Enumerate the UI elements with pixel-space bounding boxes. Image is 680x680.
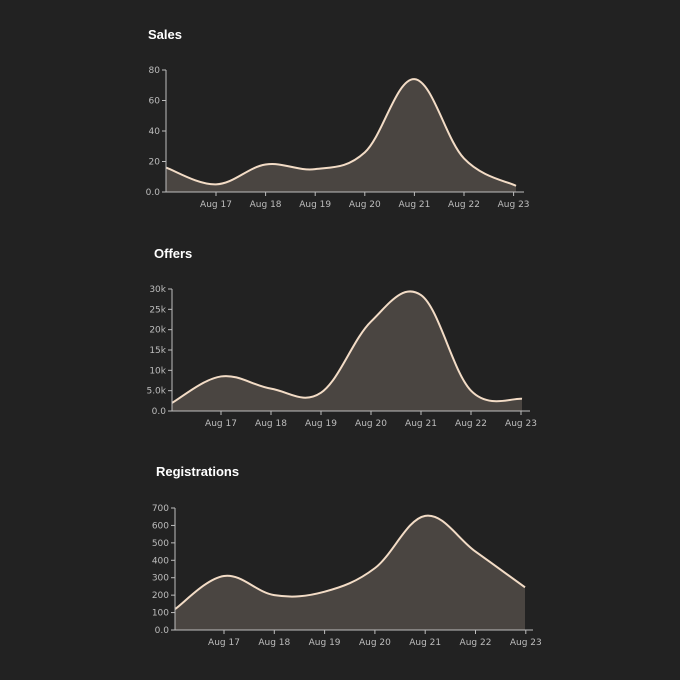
x-tick-label: Aug 19 bbox=[299, 200, 331, 210]
x-tick-label: Aug 22 bbox=[448, 200, 480, 210]
y-tick-label: 700 bbox=[152, 504, 169, 514]
series-line bbox=[171, 290, 523, 404]
area-fill bbox=[172, 291, 522, 411]
y-tick-label: 600 bbox=[152, 521, 169, 531]
chart-plot: 0.0 20 40 60 80 Aug 17 Aug 18 Aug 19 Aug 20 Aug 2… bbox=[146, 66, 530, 210]
y-tick-label: 5.0k bbox=[146, 387, 166, 397]
area-fill bbox=[175, 515, 525, 630]
y-tick-label: 30k bbox=[149, 285, 166, 295]
x-tick-label: Aug 21 bbox=[409, 638, 441, 648]
x-tick-label: Aug 18 bbox=[258, 638, 290, 648]
area-fill bbox=[166, 79, 516, 192]
y-tick-label: 300 bbox=[152, 574, 169, 584]
x-tick-label: Aug 17 bbox=[205, 419, 237, 429]
y-tick-label: 40 bbox=[149, 127, 161, 137]
x-tick-label: Aug 23 bbox=[498, 200, 530, 210]
x-tick-label: Aug 19 bbox=[305, 419, 337, 429]
y-tick-label: 20 bbox=[149, 158, 161, 168]
y-tick-label: 100 bbox=[152, 609, 169, 619]
y-tick-label: 60 bbox=[149, 97, 161, 107]
x-tick-label: Aug 23 bbox=[510, 638, 542, 648]
x-tick-label: Aug 21 bbox=[405, 419, 437, 429]
y-tick-label: 10k bbox=[149, 366, 166, 376]
y-tick-label: 200 bbox=[152, 591, 169, 601]
chart-plot: 0.0 100 200 300 400 500 600 700 Aug 17 Aug 18 Aug … bbox=[152, 504, 542, 648]
y-tick-label: 25k bbox=[149, 305, 166, 315]
chart-title: Registrations bbox=[156, 464, 240, 479]
x-tick-label: Aug 20 bbox=[355, 419, 387, 429]
chart-title: Offers bbox=[154, 246, 193, 261]
y-tick-label: 400 bbox=[152, 556, 169, 566]
x-tick-label: Aug 22 bbox=[460, 638, 492, 648]
x-tick-label: Aug 23 bbox=[505, 419, 537, 429]
y-tick-label: 15k bbox=[149, 346, 166, 356]
y-tick-label: 80 bbox=[149, 66, 161, 76]
x-tick-label: Aug 20 bbox=[359, 638, 391, 648]
chart-plot: 0.0 5.0k 10k 15k 20k 25k 30k Aug 17 Aug 18 Aug 19… bbox=[146, 285, 536, 429]
chart-title: Sales bbox=[148, 27, 182, 42]
x-tick-label: Aug 19 bbox=[309, 638, 341, 648]
x-tick-label: Aug 21 bbox=[398, 200, 430, 210]
x-tick-label: Aug 20 bbox=[349, 200, 381, 210]
series-line bbox=[174, 514, 526, 610]
series-line bbox=[165, 78, 517, 187]
x-tick-label: Aug 22 bbox=[455, 419, 487, 429]
x-tick-label: Aug 18 bbox=[255, 419, 287, 429]
y-tick-label: 500 bbox=[152, 539, 169, 549]
y-tick-label: 0.0 bbox=[146, 188, 161, 198]
x-tick-label: Aug 17 bbox=[208, 638, 240, 648]
x-tick-label: Aug 17 bbox=[200, 200, 232, 210]
y-tick-label: 20k bbox=[149, 326, 166, 336]
y-tick-label: 0.0 bbox=[152, 407, 167, 417]
y-tick-label: 0.0 bbox=[155, 626, 170, 636]
x-tick-label: Aug 18 bbox=[250, 200, 282, 210]
